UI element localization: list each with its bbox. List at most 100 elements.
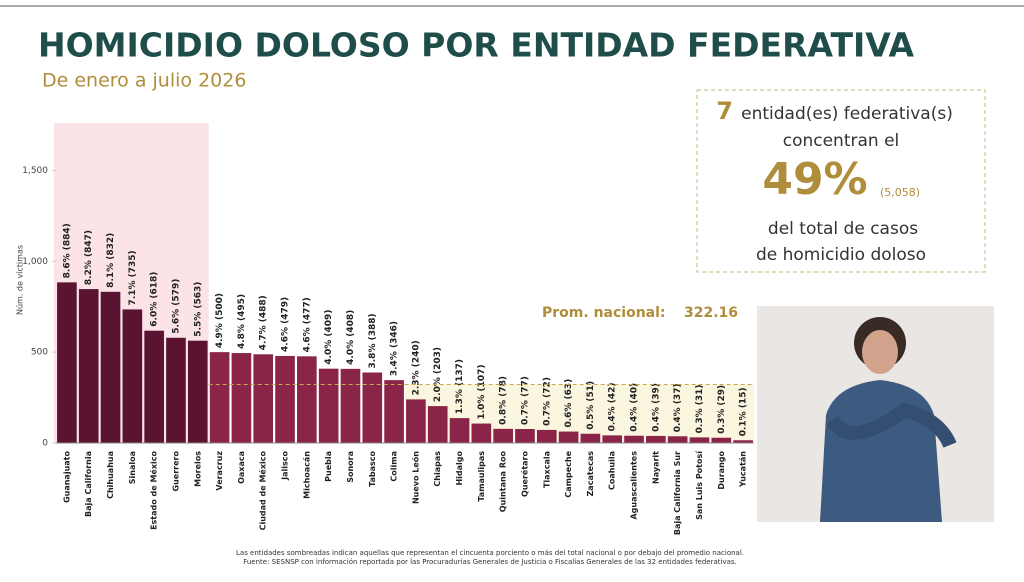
bar [558, 431, 579, 443]
y-tick-label: 1,000 [22, 257, 48, 267]
x-tick-label: Tamaulipas [477, 451, 486, 502]
callout-text: entidad(es) federativa(s) [741, 104, 953, 124]
y-tick-label: 0 [42, 439, 48, 449]
callout-count: 7 [716, 97, 733, 125]
bar [689, 437, 710, 443]
chart: Núm. de víctimas 0 500 1,000 1,500 8.6% (884… [16, 123, 754, 535]
bar [427, 406, 448, 443]
x-tick-label: Yucatán [739, 451, 748, 488]
x-tick-label: Morelos [193, 451, 202, 487]
bar [493, 428, 513, 443]
value-label: 3.4% (346) [390, 321, 400, 376]
value-label: 2.0% (203) [433, 347, 443, 402]
bar [536, 429, 557, 443]
x-tick-label: Baja California Sur [673, 451, 682, 535]
x-tick-label: Sonora [346, 451, 355, 483]
value-label: 0.6% (63) [564, 379, 574, 428]
callout-box [696, 89, 986, 273]
bar [449, 418, 470, 443]
x-tick-label: Jalisco [281, 450, 290, 480]
bar [733, 440, 753, 443]
value-label: 4.0% (409) [324, 310, 334, 365]
bar [602, 435, 623, 443]
bar [515, 429, 535, 443]
value-label: 4.0% (408) [346, 310, 356, 365]
value-label: 0.3% (31) [695, 385, 705, 434]
callout-text: concentran el [783, 131, 900, 151]
x-tick-label: Hidalgo [455, 451, 464, 486]
bar [122, 309, 143, 443]
bar [318, 368, 339, 443]
body [820, 380, 942, 522]
value-label: 4.9% (500) [215, 293, 225, 348]
x-tick-label: Tlaxcala [542, 451, 551, 488]
bar [100, 291, 121, 443]
x-tick-label: Guerrero [171, 451, 180, 492]
value-label: 0.7% (77) [520, 376, 530, 425]
x-tick-label: Guanajuato [62, 451, 71, 503]
x-tick-label: Quintana Roo [499, 450, 508, 512]
x-tick-label: Nuevo León [410, 451, 420, 504]
value-label: 1.3% (137) [455, 359, 465, 414]
value-label: 0.4% (40) [630, 383, 640, 432]
bar [362, 372, 383, 443]
bar [144, 330, 164, 443]
value-label: 2.3% (240) [411, 340, 421, 395]
value-label: 0.1% (15) [739, 387, 749, 436]
x-tick-label: Campeche [564, 450, 573, 497]
value-label: 0.4% (42) [608, 383, 618, 432]
arms [826, 402, 957, 448]
bar [711, 437, 732, 443]
value-label: 8.2% (847) [84, 230, 94, 285]
face [862, 330, 898, 374]
x-tick-label: San Luis Potosí [695, 450, 704, 520]
value-label: 4.7% (488) [259, 295, 269, 350]
value-label: 4.6% (477) [302, 297, 312, 352]
value-label: 0.5% (51) [586, 381, 596, 430]
subtitle: De enero a julio 2026 [42, 70, 246, 92]
value-label: 0.4% (39) [651, 383, 661, 432]
bar [340, 368, 361, 443]
x-tick-label: Sinaloa [128, 451, 137, 484]
x-tick-label: Nayarit [651, 451, 660, 484]
x-tick-label: Tabasco [368, 451, 377, 487]
value-label: 4.6% (479) [281, 297, 291, 352]
x-tick-label: Chihuahua [106, 451, 115, 499]
bar [253, 354, 274, 443]
bar [78, 289, 99, 443]
footnote: Las entidades sombreadas indican aquella… [236, 549, 744, 557]
bar [166, 337, 186, 443]
x-tick-label: Querétaro [519, 451, 529, 497]
value-label: 5.5% (563) [193, 282, 203, 337]
value-label: 0.8% (78) [499, 376, 509, 425]
bar [667, 436, 688, 443]
x-tick-label: Michoacán [302, 451, 311, 499]
x-tick-label: Puebla [324, 451, 333, 482]
x-tick-label: Baja California [84, 451, 93, 517]
bar [384, 380, 404, 443]
value-label: 8.6% (884) [62, 223, 72, 278]
value-label: 0.7% (72) [542, 377, 552, 426]
source: Fuente: SESNSP con información reportada… [243, 558, 737, 566]
value-label: 5.6% (579) [171, 279, 181, 334]
title: HOMICIDIO DOLOSO POR ENTIDAD FEDERATIVA [38, 26, 915, 65]
x-tick-label: Colima [390, 451, 399, 482]
bar [471, 423, 492, 443]
value-label: 3.8% (388) [368, 313, 378, 368]
bar [406, 399, 426, 443]
interpreter-video [757, 306, 994, 522]
y-axis-label: Núm. de víctimas [16, 245, 25, 315]
callout-total: (5,058) [880, 186, 920, 199]
x-tick-label: Zacatecas [586, 451, 595, 497]
value-label: 4.8% (495) [237, 294, 247, 349]
bar [275, 355, 295, 443]
x-tick-label: Aguascalientes [630, 451, 639, 520]
average-value: 322.16 [684, 305, 738, 321]
bar [624, 435, 644, 443]
y-tick-label: 500 [31, 348, 48, 358]
bar [231, 353, 252, 443]
value-label: 6.0% (618) [150, 272, 160, 327]
bar [646, 435, 666, 443]
value-label: 1.0% (107) [477, 364, 487, 419]
